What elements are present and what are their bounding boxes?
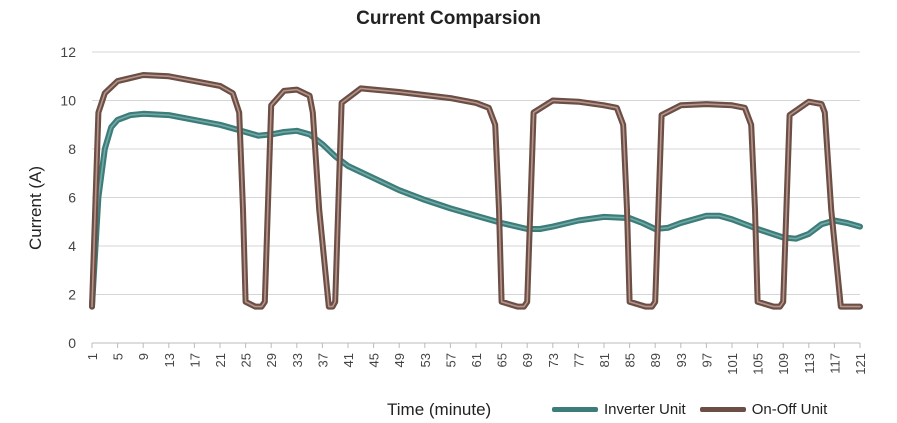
y-tick-label: 8 [68,141,76,157]
x-tick-label: 45 [367,353,382,367]
x-tick-label: 89 [648,353,663,367]
x-tick-label: 13 [162,353,177,367]
x-tick-label: 69 [520,353,535,367]
x-tick-label: 25 [239,353,254,367]
x-axis-ticks: 1 5 9 13 17 21 25 29 33 37 41 45 49 53 57 61 65 69 73 77 81 8… [85,343,868,375]
y-tick-label: 6 [68,190,76,206]
x-tick-label: 37 [315,353,330,367]
y-axis-label: Current (A) [26,165,45,250]
legend-swatch-inverter [552,407,598,412]
x-tick-label: 9 [136,353,151,360]
x-tick-label: 33 [290,353,305,367]
chart-title: Current Comparsion [356,8,541,29]
x-tick-label: 101 [725,353,740,375]
legend-label-inverter: Inverter Unit [604,401,686,418]
x-tick-label: 109 [776,353,791,375]
x-tick-label: 121 [853,353,868,375]
y-tick-label: 0 [68,335,76,351]
x-tick-label: 65 [495,353,510,367]
x-tick-label: 77 [571,353,586,367]
x-tick-label: 17 [187,353,202,367]
x-tick-label: 97 [699,353,714,367]
x-tick-label: 73 [546,353,561,367]
x-tick-label: 117 [827,353,842,374]
x-tick-label: 61 [469,353,484,367]
series-line-inverter-unit [89,110,863,310]
legend-item-inverter: Inverter Unit [552,401,686,418]
series-highlight-inverter-unit [91,113,861,308]
legend-swatch-onoff [699,407,746,412]
x-tick-label: 113 [802,353,817,374]
x-tick-label: 5 [111,353,126,360]
y-tick-label: 4 [68,238,76,254]
legend-item-onoff: On-Off Unit [699,401,828,418]
y-tick-label: 2 [68,287,76,303]
x-tick-label: 49 [392,353,407,367]
x-tick-label: 57 [443,353,458,367]
x-tick-label: 93 [674,353,689,367]
grid-lines [92,51,860,344]
x-axis-label: Time (minute) [387,400,492,419]
series-lines [89,72,863,310]
y-tick-label: 12 [60,44,76,60]
legend-label-onoff: On-Off Unit [751,401,828,418]
x-tick-label: 81 [597,353,612,367]
y-axis-ticks: 0 2 4 6 8 10 12 [60,44,76,351]
x-tick-label: 41 [341,353,356,367]
x-tick-label: 85 [623,353,638,367]
y-tick-label: 10 [60,93,76,109]
legend: Inverter Unit On-Off Unit [552,401,841,418]
x-tick-label: 1 [85,353,100,360]
series-highlight-on-off-unit [91,74,861,308]
x-tick-label: 105 [751,353,766,375]
x-tick-label: 21 [213,353,228,367]
x-tick-label: 29 [264,353,279,367]
x-tick-label: 53 [418,353,433,367]
